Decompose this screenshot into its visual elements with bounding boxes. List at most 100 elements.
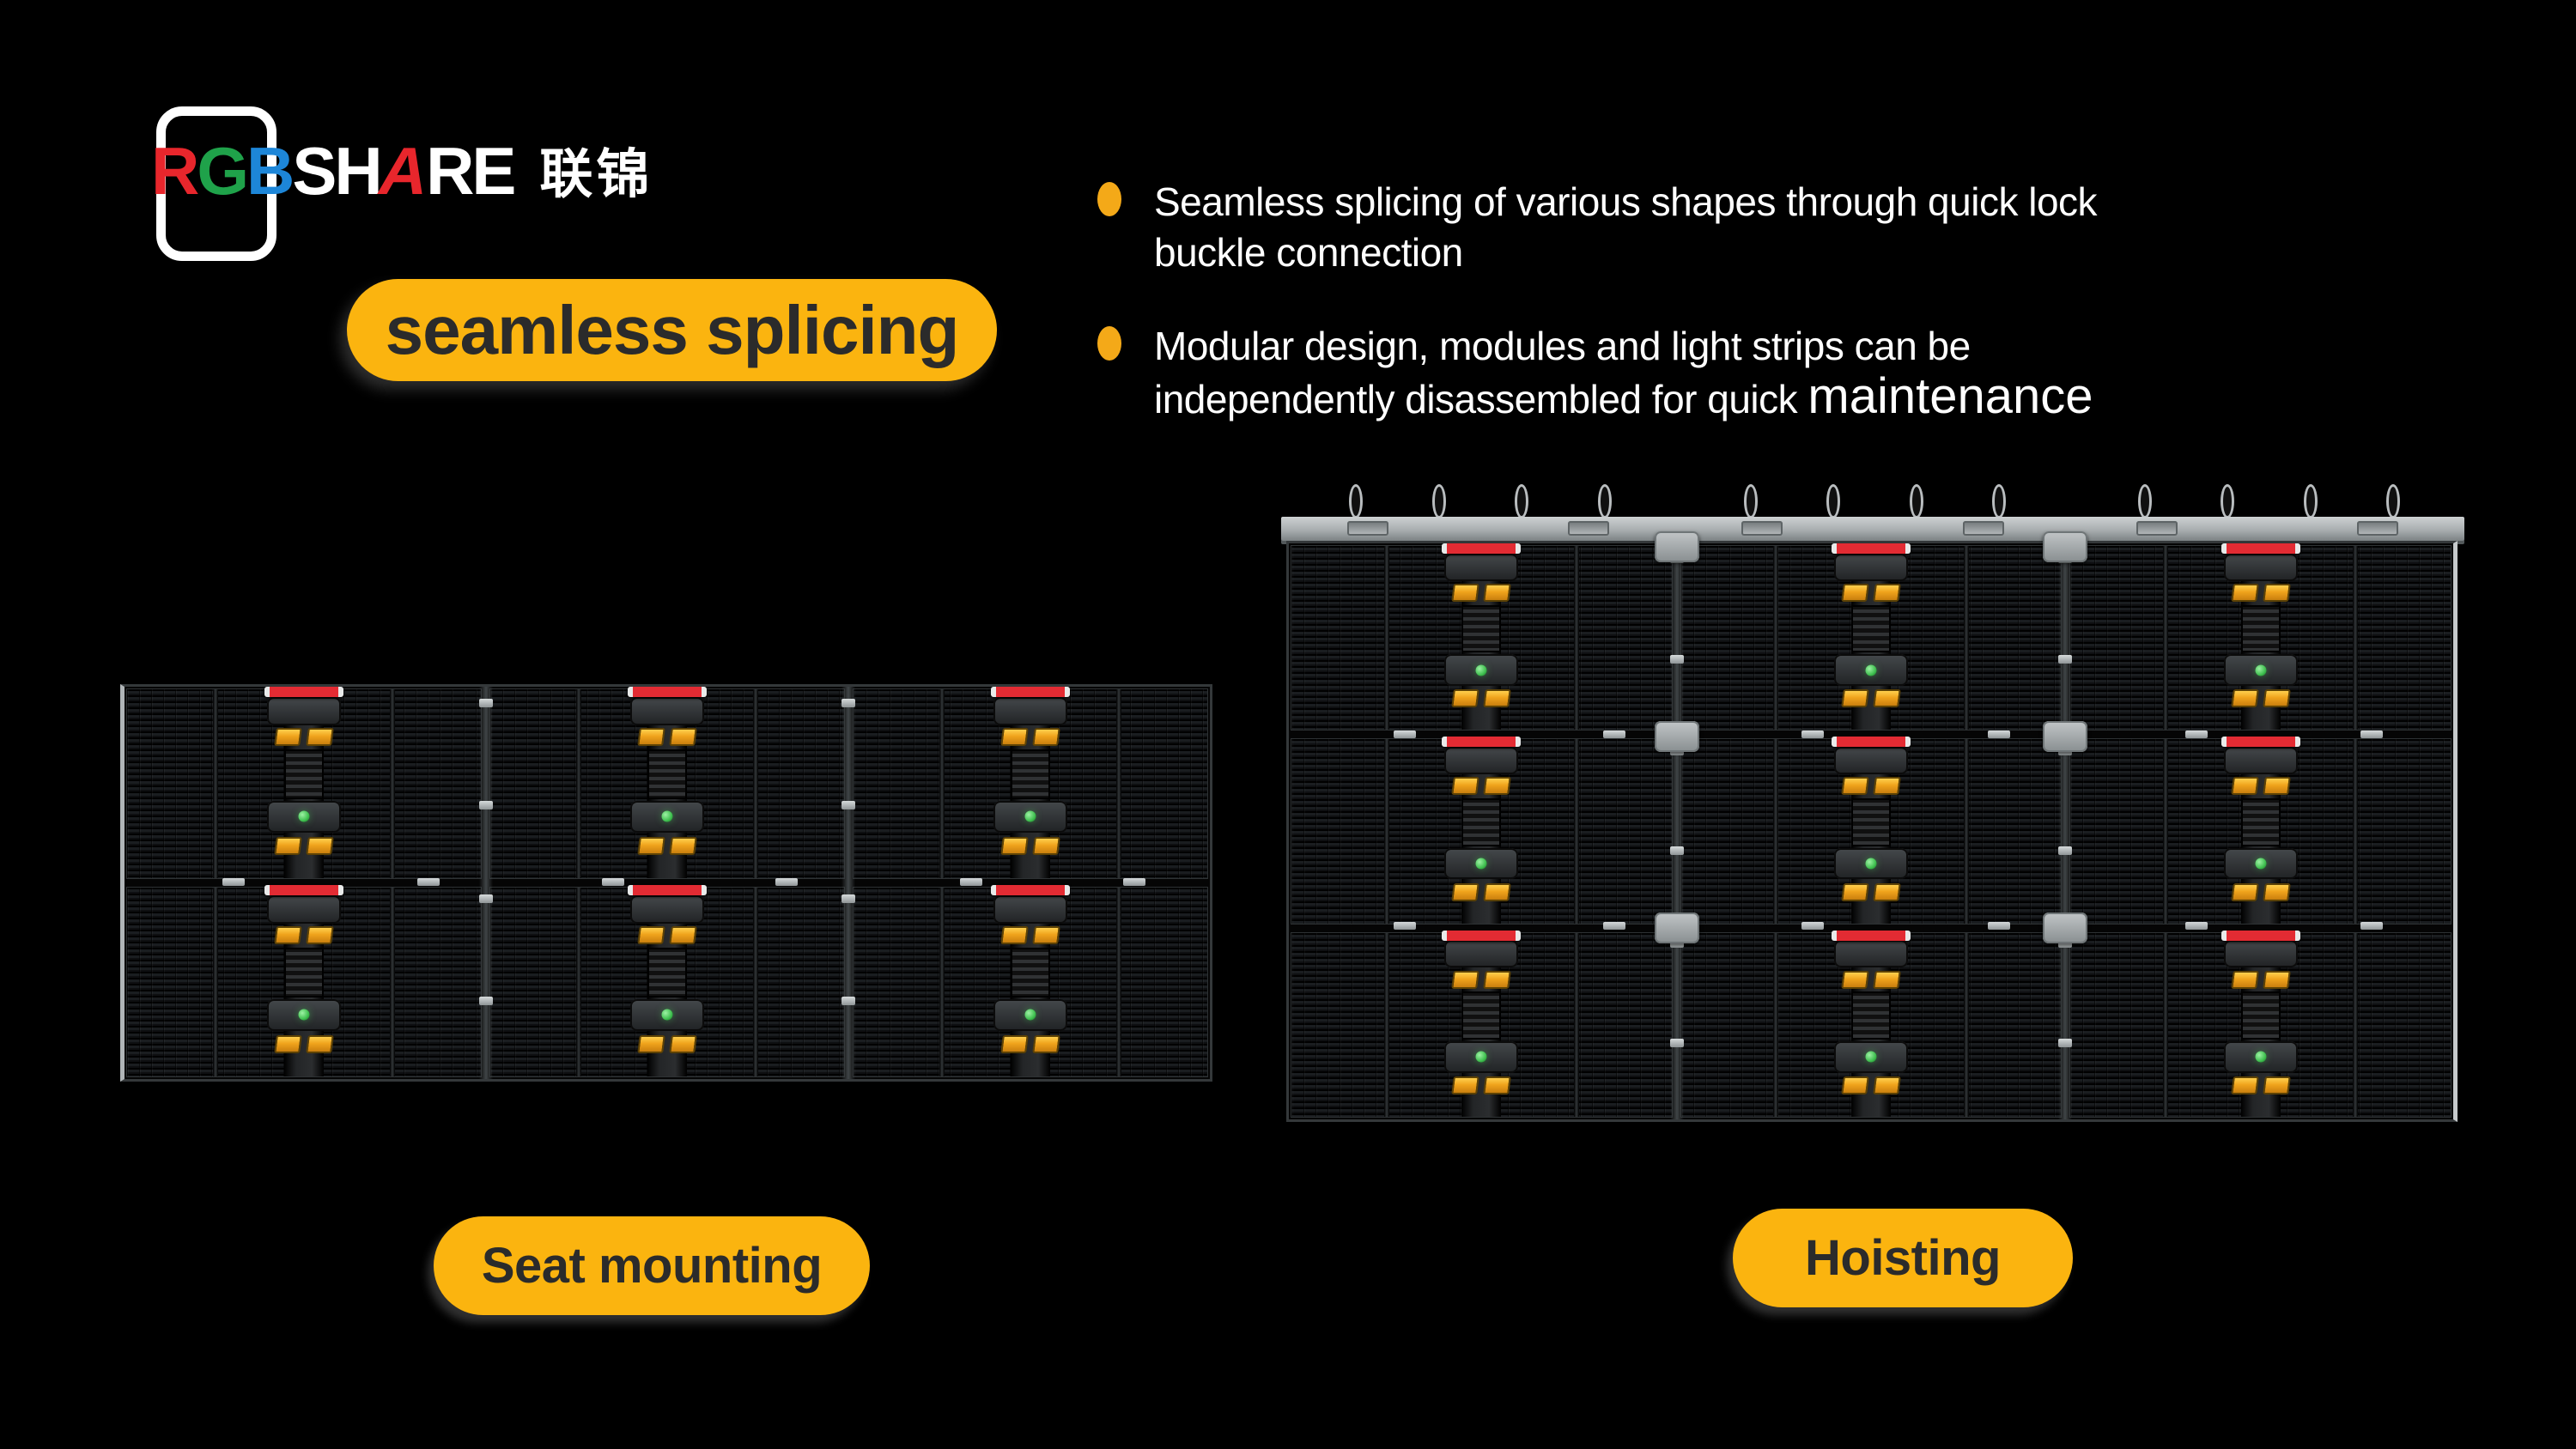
lock-cap — [2221, 543, 2300, 554]
status-led — [661, 1009, 673, 1021]
cabinet-spine — [628, 885, 707, 1076]
lock-handles — [637, 728, 697, 747]
spine-rib — [2240, 991, 2281, 1040]
lock-cap — [1831, 543, 1911, 554]
lock-handles — [2230, 777, 2291, 796]
logo-wordmark: RGBSHARE 联锦 — [151, 133, 653, 209]
spine-block — [2223, 654, 2298, 686]
hanging-hook-icon — [2221, 484, 2235, 518]
lock-cap — [1442, 930, 1522, 941]
status-led — [1865, 664, 1877, 676]
spine-block — [1833, 847, 1908, 880]
spine-block — [2223, 746, 2298, 775]
feature-list: Seamless splicing of various shapes thro… — [1097, 177, 2342, 468]
led-panel-rear — [120, 684, 1212, 1082]
caption-text: Hoisting — [1805, 1230, 2001, 1286]
led-cabinet — [126, 687, 482, 879]
led-cabinet — [1291, 543, 1673, 731]
junction-plate — [2042, 531, 2087, 562]
status-led — [298, 810, 310, 822]
led-cabinet — [1291, 737, 1673, 925]
lock-handles — [2230, 689, 2291, 708]
hanging-hook-icon — [2137, 484, 2152, 518]
logo-letter-g: G — [197, 133, 249, 209]
lock-handles — [274, 836, 334, 855]
logo-share-prefix: SH — [292, 133, 382, 209]
bar-bracket — [1962, 521, 2004, 536]
bar-bracket — [1568, 521, 1610, 536]
status-led — [1475, 664, 1487, 676]
junction-plate — [2042, 720, 2087, 752]
lock-handles — [1451, 882, 1512, 901]
cabinet-spine — [264, 885, 343, 1076]
brand-logo: RGBSHARE 联锦 — [146, 82, 696, 263]
lock-handles — [1841, 970, 1901, 989]
spine-block — [993, 998, 1067, 1032]
lock-handles — [637, 836, 697, 855]
status-led — [1865, 858, 1877, 870]
lock-handles — [2230, 1076, 2291, 1094]
cabinet-spine — [2221, 930, 2300, 1117]
bar-bracket — [2136, 521, 2178, 536]
lock-handles — [2230, 583, 2291, 602]
status-led — [2255, 858, 2267, 870]
lock-handles — [1451, 689, 1512, 708]
lock-handles — [2230, 882, 2291, 901]
spine-block — [1833, 654, 1908, 686]
feature-text-main: Modular design, modules and light strips… — [1154, 324, 1971, 421]
hoisting-panel-image — [1281, 484, 2464, 1122]
spine-block — [2223, 553, 2298, 581]
cabinet-spine — [628, 687, 707, 878]
lock-cap — [1831, 737, 1911, 748]
caption-text: Seat mounting — [481, 1238, 823, 1294]
lock-handles — [274, 728, 334, 747]
status-led — [1024, 810, 1036, 822]
hanging-hooks — [1281, 484, 2464, 518]
status-led — [661, 810, 673, 822]
spine-block — [267, 894, 341, 924]
spine-rib — [1461, 604, 1502, 653]
hanging-hook-icon — [1515, 484, 1529, 518]
feature-item-modular: Modular design, modules and light strips… — [1097, 321, 2342, 425]
cabinet-spine — [2221, 543, 2300, 731]
spine-block — [1833, 1041, 1908, 1073]
hanging-hook-icon — [1743, 484, 1758, 518]
status-led — [1475, 858, 1487, 870]
lock-cap — [1442, 737, 1522, 748]
spine-block — [993, 800, 1067, 834]
status-led — [2255, 1051, 2267, 1063]
spine-rib — [2240, 604, 2281, 653]
hanging-hook-icon — [1991, 484, 2006, 518]
feature-text: Seamless splicing of various shapes thro… — [1154, 179, 2098, 275]
led-cabinet — [489, 885, 845, 1077]
logo-letter-b: B — [246, 133, 295, 209]
feature-item-splicing: Seamless splicing of various shapes thro… — [1097, 177, 2342, 278]
cabinet-spine — [2221, 737, 2300, 924]
led-panel-rear — [1286, 531, 2458, 1122]
hanging-hook-icon — [2303, 484, 2318, 518]
hanging-hook-icon — [1826, 484, 1841, 518]
hanging-hook-icon — [1597, 484, 1612, 518]
spine-block — [1833, 553, 1908, 581]
cabinet-spine — [991, 885, 1070, 1076]
spine-block — [2223, 940, 2298, 968]
lock-handles — [1000, 836, 1060, 855]
status-led — [1865, 1051, 1877, 1063]
feature-text: Modular design, modules and light strips… — [1154, 321, 2093, 425]
lock-cap — [991, 885, 1070, 895]
led-cabinet — [853, 687, 1208, 879]
spine-block — [993, 696, 1067, 725]
spine-rib — [1850, 991, 1891, 1040]
spine-block — [1444, 553, 1519, 581]
lock-handles — [637, 1034, 697, 1053]
logo-cjk-name: 联锦 — [539, 145, 653, 204]
lock-handles — [1841, 777, 1901, 796]
cabinet-spine — [1831, 543, 1911, 731]
led-cabinet — [1680, 543, 2063, 731]
junction-plate — [2042, 912, 2087, 944]
junction-plate — [1654, 720, 1699, 752]
spine-block — [630, 998, 704, 1032]
status-led — [2255, 664, 2267, 676]
lock-handles — [1000, 926, 1060, 945]
lock-handles — [1841, 583, 1901, 602]
